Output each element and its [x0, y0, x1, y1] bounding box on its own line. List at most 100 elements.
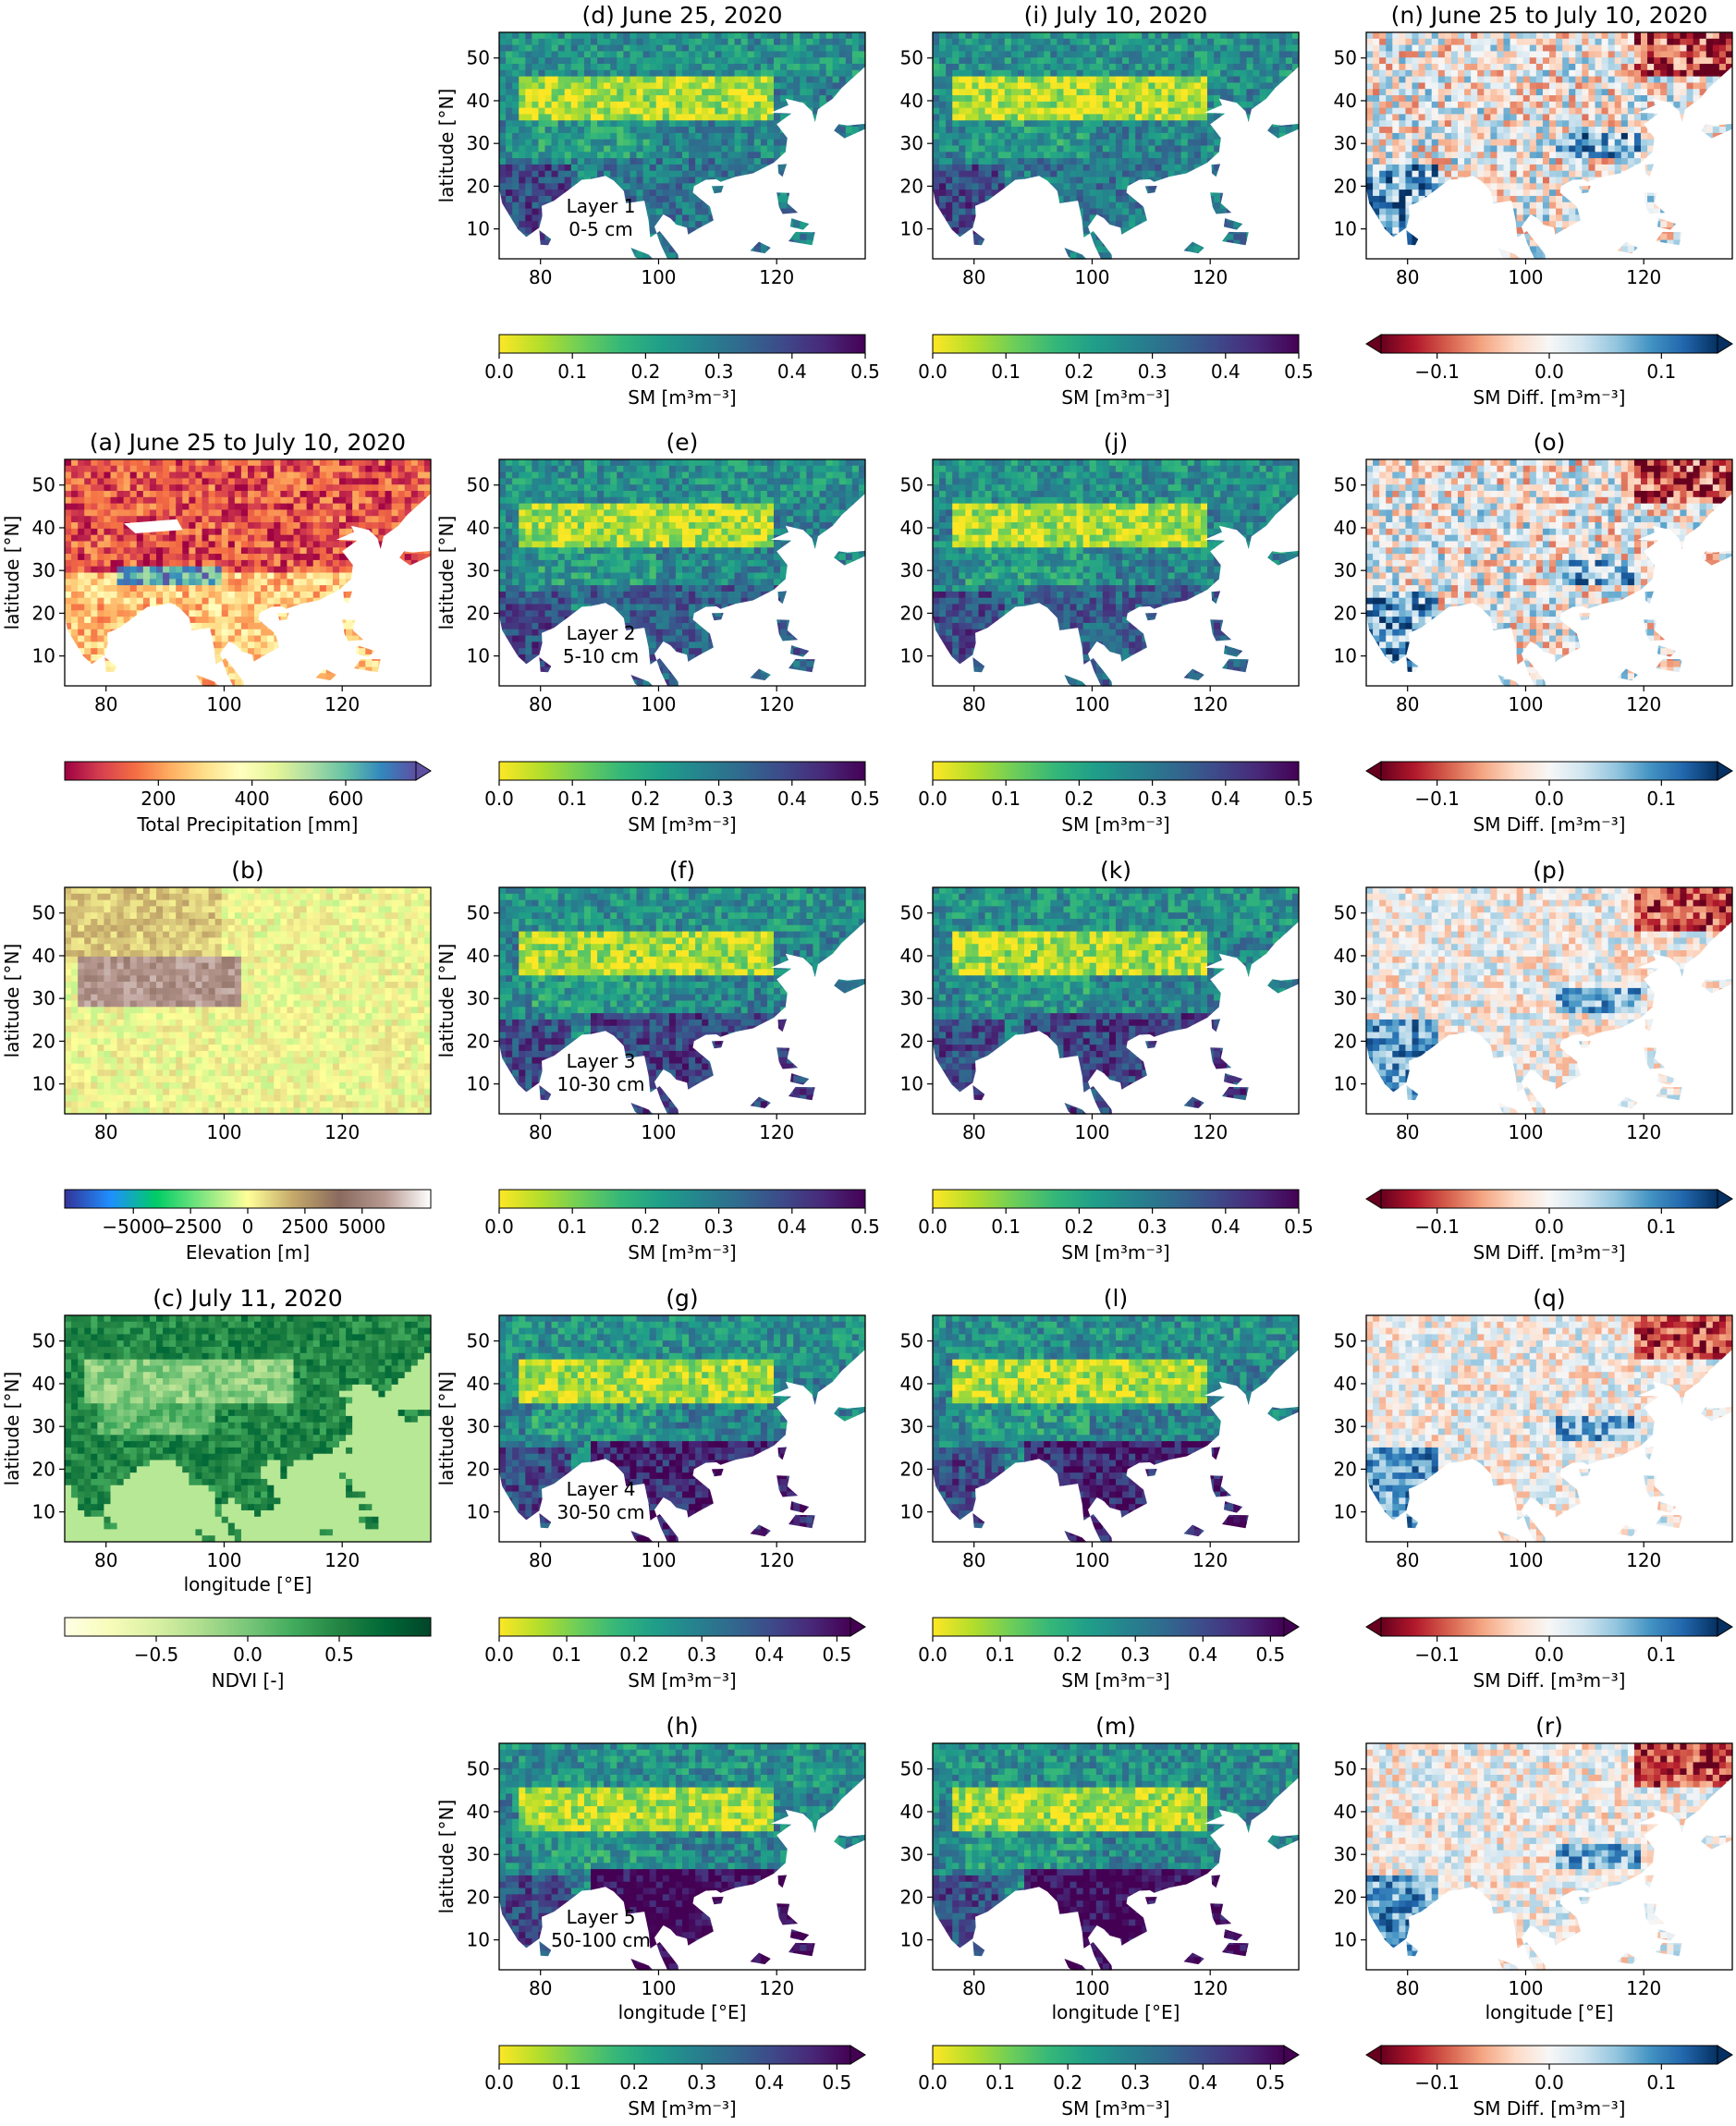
raster-cell [306, 887, 314, 895]
raster-cell [372, 1063, 380, 1070]
raster-cell [248, 465, 255, 473]
raster-cell [84, 937, 92, 945]
raster-cell [129, 1101, 138, 1108]
raster-cell [136, 906, 144, 913]
raster-cell [234, 944, 242, 951]
raster-cell [280, 893, 288, 901]
raster-cell [110, 471, 118, 480]
raster-cell [195, 1000, 203, 1008]
raster-cell [293, 1076, 301, 1083]
raster-cell [84, 1019, 92, 1027]
raster-cell [332, 484, 340, 492]
raster-cell [267, 1410, 275, 1417]
raster-cell [423, 1101, 431, 1108]
raster-cell [359, 648, 366, 655]
raster-cell [319, 1038, 327, 1045]
raster-cell [78, 1088, 85, 1096]
raster-cell [189, 1013, 197, 1020]
raster-cell [359, 478, 366, 485]
raster-cell [214, 559, 223, 568]
raster-cell [234, 1076, 242, 1083]
raster-cell [84, 491, 92, 498]
raster-cell [319, 566, 327, 574]
raster-cell [312, 509, 321, 517]
raster-cell [319, 969, 327, 976]
raster-cell [149, 1107, 157, 1114]
raster-cell [195, 1076, 203, 1083]
raster-cell [280, 478, 288, 485]
raster-cell [182, 1032, 189, 1039]
raster-cell [176, 950, 183, 958]
raster-cell [404, 554, 412, 561]
raster-cell [104, 899, 112, 908]
raster-cell [417, 899, 425, 908]
raster-cell [71, 591, 79, 599]
raster-cell [65, 1063, 72, 1070]
raster-cell [189, 1094, 197, 1102]
raster-cell [71, 1007, 79, 1014]
raster-cell [287, 1088, 295, 1096]
raster-cell [404, 1088, 412, 1096]
raster-cell [123, 465, 131, 473]
raster-cell [274, 1347, 281, 1354]
raster-cell [234, 1025, 242, 1033]
raster-cell [71, 982, 79, 989]
raster-cell [189, 1321, 197, 1329]
raster-cell [267, 591, 275, 599]
raster-cell [163, 1081, 170, 1090]
raster-cell [300, 471, 308, 480]
raster-cell [404, 887, 412, 895]
raster-cell [129, 950, 138, 958]
raster-cell [163, 912, 170, 920]
raster-cell [240, 541, 249, 548]
raster-cell [182, 1352, 189, 1361]
raster-cell [274, 528, 281, 536]
raster-cell [84, 1000, 92, 1008]
raster-cell [346, 1390, 353, 1399]
raster-cell [78, 962, 85, 971]
raster-cell [189, 1000, 197, 1008]
raster-cell [274, 956, 281, 964]
raster-cell [365, 496, 373, 505]
raster-cell [136, 1076, 144, 1083]
raster-cell [84, 654, 92, 662]
raster-cell [274, 496, 281, 505]
raster-cell [312, 1397, 321, 1404]
raster-cell [97, 956, 105, 964]
raster-cell [397, 1063, 406, 1070]
raster-cell [182, 1359, 189, 1367]
raster-cell [156, 1397, 164, 1404]
raster-cell [365, 1390, 373, 1399]
raster-cell [195, 1340, 203, 1348]
raster-cell [182, 547, 189, 555]
raster-cell [195, 956, 203, 964]
raster-cell [293, 1340, 301, 1348]
raster-cell [189, 597, 197, 605]
raster-cell [91, 937, 98, 945]
raster-cell [417, 1365, 425, 1373]
raster-cell [254, 956, 262, 964]
raster-cell [339, 1321, 347, 1329]
raster-cell [221, 1397, 229, 1404]
raster-cell [332, 1063, 340, 1070]
raster-cell [65, 1013, 72, 1020]
raster-cell [300, 1378, 308, 1386]
raster-cell [306, 559, 314, 568]
raster-cell [227, 610, 236, 617]
raster-cell [359, 944, 366, 951]
raster-cell [417, 1403, 425, 1411]
raster-cell [312, 1340, 321, 1348]
raster-cell [84, 641, 92, 649]
raster-cell [254, 622, 262, 630]
raster-cell [195, 559, 203, 568]
raster-cell [195, 1365, 203, 1373]
raster-cell [410, 982, 419, 989]
raster-cell [359, 931, 366, 939]
raster-cell [378, 516, 386, 523]
raster-cell [346, 919, 353, 926]
raster-cell [116, 528, 125, 536]
raster-cell [78, 1334, 85, 1341]
raster-cell [240, 1007, 249, 1014]
raster-cell [78, 931, 85, 939]
raster-cell [116, 516, 125, 523]
